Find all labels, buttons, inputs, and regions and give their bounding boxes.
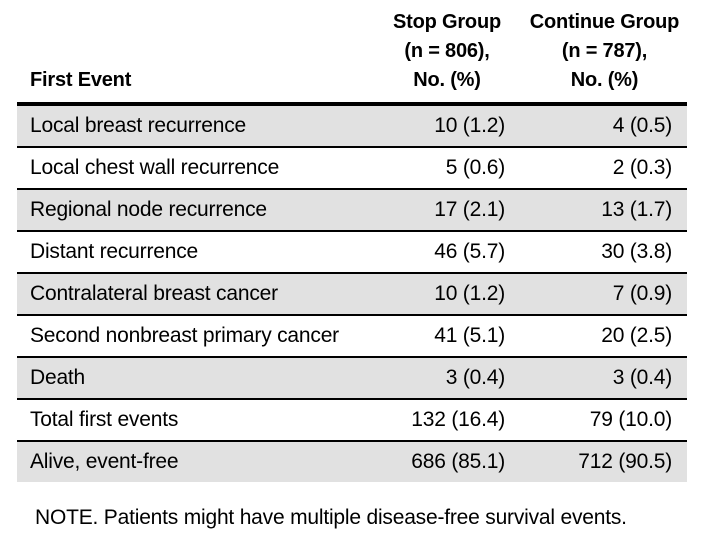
table-row: Total first events 132 (16.4) 79 (10.0) [17,399,687,442]
event-name-cell: Local chest wall recurrence [17,147,372,190]
stop-value-cell: 5 (0.6) [372,147,522,190]
table-note: NOTE. Patients might have multiple disea… [35,506,627,529]
col-header-line: Continue Group [529,11,680,33]
table-row: Second nonbreast primary cancer 41 (5.1)… [17,315,687,358]
continue-value-cell: 79 (10.0) [522,399,687,442]
continue-value-cell: 13 (1.7) [522,189,687,232]
col-header-line: No. (%) [570,69,639,91]
event-name-cell: Alive, event-free [30,450,179,473]
event-name-cell: Total first events [17,399,372,442]
stop-value-cell: 132 (16.4) [372,399,522,442]
col-header-line: (n = 787), [561,40,648,62]
col-header-line: Stop Group [393,11,501,33]
continue-value-cell: 3 (0.4) [522,357,687,400]
continue-value-cell: 20 (2.5) [522,315,687,358]
col-header-first-event: First Event [17,8,372,106]
col-header-line: (n = 806), [404,40,490,62]
stop-value-cell: 686 (85.1) [411,450,505,473]
table-row: Death 3 (0.4) 3 (0.4) [17,357,687,400]
continue-value-cell: 4 (0.5) [522,104,687,148]
table-row: Alive, event-free 686 (85.1) 712 (90.5) [17,441,687,482]
event-name-cell: Regional node recurrence [17,189,372,232]
table-row: Contralateral breast cancer 10 (1.2) 7 (… [17,273,687,316]
col-header-line: No. (%) [413,69,481,91]
event-name-cell: Local breast recurrence [17,104,372,148]
col-header-continue-group: Continue Group (n = 787), No. (%) [522,8,687,106]
continue-value-cell: 2 (0.3) [522,147,687,190]
continue-value-cell: 30 (3.8) [522,231,687,274]
table-header-row: First Event Stop Group (n = 806), No. (%… [17,8,687,106]
events-table: First Event Stop Group (n = 806), No. (%… [17,8,687,482]
table-row: Distant recurrence 46 (5.7) 30 (3.8) [17,231,687,274]
continue-value-cell: 712 (90.5) [578,450,672,473]
table-row: Regional node recurrence 17 (2.1) 13 (1.… [17,189,687,232]
table-row: Local breast recurrence 10 (1.2) 4 (0.5) [17,104,687,148]
col-header-label: First Event [30,69,132,91]
stop-value-cell: 17 (2.1) [372,189,522,232]
stop-value-cell: 46 (5.7) [372,231,522,274]
col-header-stop-group: Stop Group (n = 806), No. (%) [372,8,522,106]
event-name-cell: Contralateral breast cancer [17,273,372,316]
stop-value-cell: 3 (0.4) [372,357,522,400]
event-name-cell: Distant recurrence [17,231,372,274]
continue-value-cell: 7 (0.9) [522,273,687,316]
event-name-cell: Second nonbreast primary cancer [17,315,372,358]
event-name-cell: Death [17,357,372,400]
table-row: Local chest wall recurrence 5 (0.6) 2 (0… [17,147,687,190]
stop-value-cell: 10 (1.2) [372,273,522,316]
stop-value-cell: 41 (5.1) [372,315,522,358]
stop-value-cell: 10 (1.2) [372,104,522,148]
